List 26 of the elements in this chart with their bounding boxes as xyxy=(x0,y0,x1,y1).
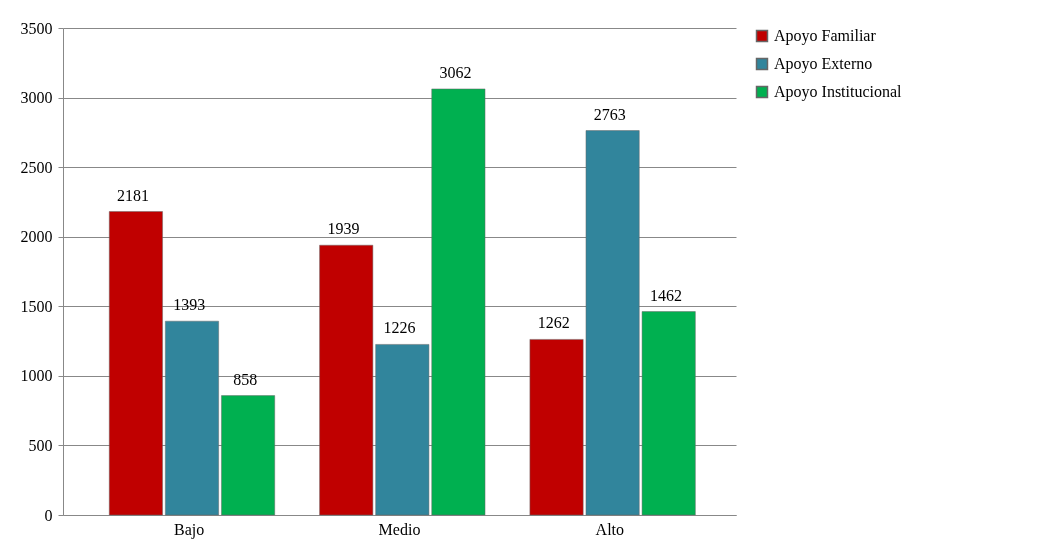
legend-label: Apoyo Externo xyxy=(774,55,873,73)
bar xyxy=(165,320,219,516)
legend-label: Apoyo Institucional xyxy=(774,83,903,101)
x-tick-label: Alto xyxy=(595,520,625,538)
data-label: 1262 xyxy=(537,314,570,332)
data-label: 2763 xyxy=(593,105,626,123)
data-label: 1226 xyxy=(383,319,416,337)
y-tick-label: 2500 xyxy=(20,158,53,176)
x-tick-label: Medio xyxy=(378,520,421,538)
y-tick-label: 3000 xyxy=(20,89,53,107)
data-label: 1462 xyxy=(649,286,682,304)
y-tick-label: 1000 xyxy=(20,367,53,385)
y-tick-label: 2000 xyxy=(20,228,53,246)
legend-label: Apoyo Familiar xyxy=(774,27,877,45)
data-label: 1393 xyxy=(173,296,206,314)
y-tick-label: 500 xyxy=(28,436,53,454)
x-tick-label: Bajo xyxy=(174,520,205,539)
data-label: 2181 xyxy=(117,186,150,204)
y-tick-label: 1500 xyxy=(20,297,53,315)
data-label: 3062 xyxy=(439,63,472,81)
data-label: 858 xyxy=(233,370,258,388)
bar xyxy=(109,211,163,516)
bar xyxy=(221,395,275,516)
data-label: 1939 xyxy=(327,220,360,238)
y-tick-label: 0 xyxy=(44,506,53,524)
y-tick-label: 3500 xyxy=(20,19,53,37)
